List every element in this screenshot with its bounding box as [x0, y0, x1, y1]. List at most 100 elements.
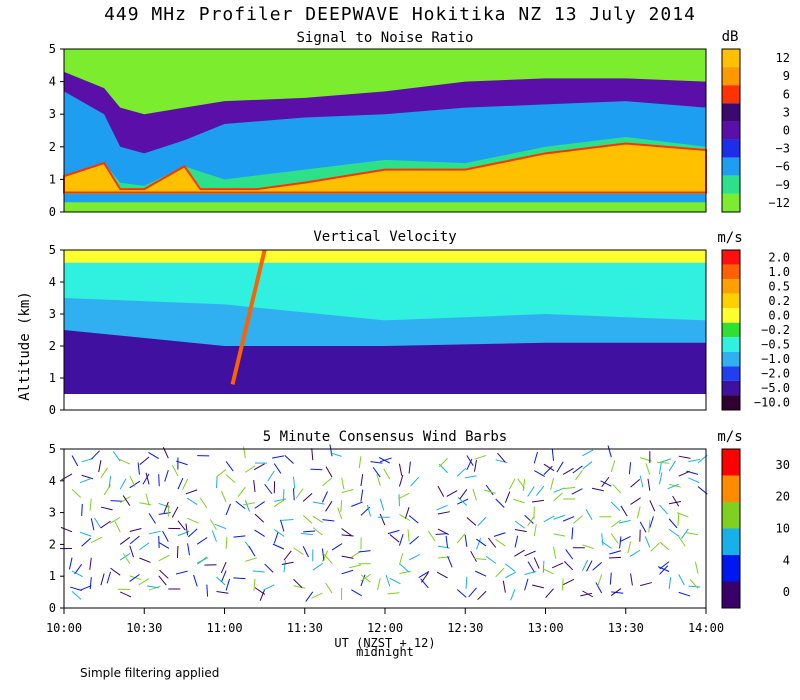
colorbar-unit: dB	[722, 29, 739, 45]
wind-barb	[322, 477, 332, 487]
wind-barb	[163, 501, 169, 514]
wind-barb	[221, 570, 227, 582]
y-tick-label: 3	[49, 107, 56, 121]
colorbar-swatch	[722, 308, 740, 323]
wind-barb	[243, 502, 256, 506]
wind-barb	[659, 561, 670, 570]
wind-barb	[409, 535, 420, 545]
wind-barb	[495, 459, 508, 464]
wind-barb	[89, 557, 92, 570]
wind-barb	[495, 567, 505, 578]
wind-barb	[649, 516, 654, 528]
wind-barb	[408, 515, 419, 524]
colorbar-swatch	[722, 395, 740, 410]
wind-barb	[302, 492, 313, 502]
wind-barb	[341, 534, 354, 537]
wind-barb	[158, 541, 170, 549]
wind-barb	[148, 530, 161, 535]
colorbar-swatch	[722, 175, 740, 194]
x-annotation: midnight	[356, 645, 414, 659]
panel-frame-2	[63, 249, 707, 411]
wind-barb	[610, 588, 622, 596]
wind-barb	[259, 589, 266, 601]
wind-barb	[668, 460, 676, 472]
colorbar-label: −6	[776, 160, 790, 174]
y-tick-label: 0	[49, 601, 56, 615]
wind-barb	[553, 514, 566, 520]
wind-barb	[254, 513, 265, 523]
wind-barb	[186, 497, 198, 505]
wind-barb	[445, 535, 449, 548]
wind-barb	[245, 465, 256, 473]
wind-barb	[68, 557, 73, 570]
wind-barb	[420, 578, 429, 589]
colorbar-label: −1.0	[761, 352, 790, 366]
vv-streak	[230, 249, 267, 385]
wind-barb	[302, 514, 313, 524]
wind-barb	[283, 550, 292, 561]
wind-barb	[109, 516, 121, 524]
wind-barb	[129, 528, 142, 533]
wind-barb	[164, 470, 169, 482]
wind-barb	[244, 500, 250, 512]
wind-barb	[464, 534, 468, 547]
wind-barb	[90, 450, 100, 460]
wind-barb	[360, 573, 371, 582]
wind-barb	[148, 451, 159, 460]
wind-barb	[146, 585, 159, 589]
wind-barb	[281, 561, 294, 566]
wind-barb	[341, 489, 354, 494]
wind-barb	[466, 458, 473, 471]
wind-barb	[437, 511, 450, 515]
wind-barb	[527, 561, 535, 573]
wind-barb	[337, 507, 343, 519]
wind-barb	[61, 473, 73, 481]
wind-barb	[311, 592, 323, 599]
wind-barb	[619, 536, 622, 549]
wind-barb	[264, 563, 274, 573]
panel-title-2: Vertical Velocity	[313, 229, 456, 245]
wind-barb	[542, 568, 554, 575]
colorbar-label: −3	[776, 142, 790, 156]
wind-barb	[571, 527, 574, 540]
wind-barb	[456, 467, 467, 477]
wind-barb	[108, 475, 112, 488]
wind-barb	[252, 570, 265, 573]
wind-barb	[79, 531, 92, 537]
wind-barb	[331, 543, 343, 551]
wind-barb	[609, 572, 612, 585]
wind-barb	[81, 503, 83, 516]
y-tick-label: 3	[49, 506, 56, 520]
wind-barb	[158, 474, 160, 487]
wind-barb	[562, 467, 574, 475]
wind-barb	[321, 491, 328, 503]
wind-barb	[300, 532, 313, 536]
wind-barb	[90, 518, 95, 531]
wind-barb	[553, 492, 563, 502]
wind-barb	[550, 478, 555, 490]
wind-barb	[686, 532, 699, 536]
wind-barb	[293, 488, 295, 501]
wind-barb	[139, 542, 150, 551]
colorbar-frame	[721, 448, 741, 609]
wind-barb	[329, 444, 333, 457]
wind-barb	[399, 514, 411, 521]
wind-barb	[139, 502, 152, 506]
wind-barb	[341, 477, 345, 490]
wind-barb	[398, 533, 404, 546]
colorbar-label: 0	[783, 585, 790, 599]
wind-barb	[360, 574, 371, 583]
wind-barb	[138, 578, 150, 586]
wind-barb	[421, 572, 429, 583]
wind-barb	[139, 456, 150, 466]
snr-core	[63, 142, 707, 194]
wind-barb	[678, 574, 685, 586]
colorbar-swatch	[722, 449, 740, 476]
wind-barb	[437, 485, 445, 497]
wind-barb	[248, 545, 256, 557]
wind-barb	[370, 461, 383, 464]
footer-note: Simple filtering applied	[80, 666, 220, 680]
wind-barb	[524, 578, 529, 591]
wind-barb	[668, 501, 681, 505]
